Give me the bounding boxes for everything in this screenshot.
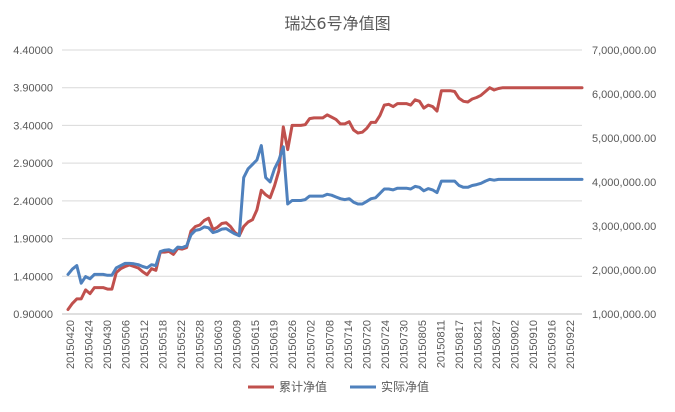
x-tick-label: 20150609 <box>232 320 244 369</box>
x-tick-label: 20150518 <box>158 320 170 369</box>
x-tick-label: 20150619 <box>269 320 281 369</box>
x-tick-label: 20150522 <box>176 320 188 369</box>
y-right-tick-label: 7,000,000.00 <box>592 45 656 57</box>
x-tick-label: 20150708 <box>324 320 336 369</box>
x-tick-label: 20150506 <box>121 320 133 369</box>
x-tick-label: 20150528 <box>195 320 207 369</box>
x-tick-label: 20150922 <box>565 320 577 369</box>
y-right-tick-label: 2,000,000.00 <box>592 265 656 277</box>
x-tick-label: 20150626 <box>287 320 299 369</box>
x-tick-label: 20150902 <box>509 320 521 369</box>
y-right-tick-label: 1,000,000.00 <box>592 309 656 321</box>
x-tick-label: 20150805 <box>417 320 429 369</box>
y-left-tick-label: 4.40000 <box>13 45 53 57</box>
y-left-tick-label: 1.40000 <box>13 271 53 283</box>
x-tick-label: 20150910 <box>528 320 540 369</box>
chart-title: 瑞达6号净值图 <box>284 14 391 33</box>
y-left-tick-label: 3.40000 <box>13 120 53 132</box>
x-tick-label: 20150420 <box>65 320 77 369</box>
x-tick-label: 20150430 <box>102 320 114 369</box>
y-right-tick-label: 6,000,000.00 <box>592 89 656 101</box>
y-right-tick-label: 3,000,000.00 <box>592 221 656 233</box>
y-left-tick-label: 3.90000 <box>13 83 53 95</box>
x-tick-label: 20150827 <box>491 320 503 369</box>
legend-label-2: 实际净值 <box>381 379 429 394</box>
x-tick-label: 20150424 <box>84 320 96 369</box>
x-tick-label: 20150817 <box>454 320 466 369</box>
x-tick-label: 20150702 <box>306 320 318 369</box>
x-tick-label: 20150724 <box>380 320 392 369</box>
y-left-tick-label: 2.90000 <box>13 158 53 170</box>
y-left-tick-label: 1.90000 <box>13 234 53 246</box>
x-tick-label: 20150730 <box>398 320 410 369</box>
series-line-1 <box>66 86 584 311</box>
series-line-2 <box>66 144 584 285</box>
legend-label-1: 累计净值 <box>279 379 327 394</box>
x-tick-label: 20150615 <box>250 320 262 369</box>
y-right-tick-label: 5,000,000.00 <box>592 133 656 145</box>
y-left-tick-label: 0.90000 <box>13 309 53 321</box>
x-tick-label: 20150714 <box>343 320 355 369</box>
x-tick-label: 20150811 <box>435 320 447 368</box>
x-tick-label: 20150720 <box>361 320 373 369</box>
y-right-tick-label: 4,000,000.00 <box>592 177 656 189</box>
x-tick-label: 20150916 <box>546 320 558 369</box>
x-tick-label: 20150821 <box>472 320 484 369</box>
x-tick-label: 20150603 <box>213 320 225 369</box>
x-tick-label: 20150512 <box>139 320 151 369</box>
y-left-tick-label: 2.40000 <box>13 196 53 208</box>
